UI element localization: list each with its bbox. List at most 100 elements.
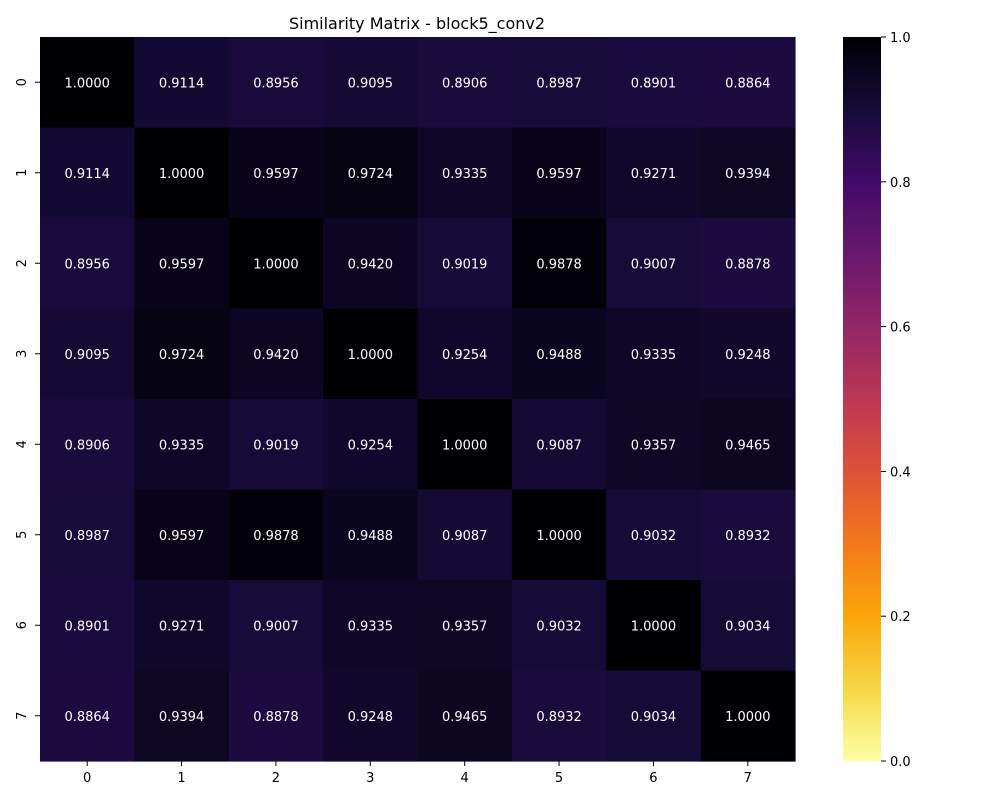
y-tick-label: 4 [15,440,30,448]
cell-value-label: 1.0000 [725,710,771,725]
heatmap-cell [134,37,230,129]
heatmap-cell [511,580,607,672]
cell-value-label: 0.9254 [348,438,394,453]
cell-value-label: 0.8864 [725,76,771,91]
cell-value-label: 0.8906 [64,438,110,453]
cell-value-label: 0.8878 [253,710,299,725]
heatmap-cell [323,127,419,219]
cell-value-label: 0.9335 [442,167,488,182]
cell-value-label: 0.9724 [348,167,394,182]
x-tick-label: 4 [461,771,469,786]
heatmap-cell [700,580,796,672]
cell-value-label: 0.9087 [442,529,488,544]
x-tick-label: 5 [555,771,563,786]
heatmap-cell [511,399,607,491]
cell-value-label: 0.9878 [253,529,299,544]
cell-value-label: 0.9087 [536,438,582,453]
heatmap-cell [417,670,513,762]
heatmap-cell [511,37,607,129]
heatmap-cell [228,489,324,581]
cell-value-label: 0.9597 [159,257,205,272]
cell-value-label: 0.9271 [631,167,677,182]
heatmap-cell [417,580,513,672]
cell-value-label: 0.9254 [442,348,488,363]
heatmap-cell [700,127,796,219]
cell-value-label: 0.9465 [725,438,771,453]
heatmap-cell [606,218,702,310]
heatmap-cell [323,580,419,672]
cell-value-label: 0.8987 [536,76,582,91]
heatmap-cell [134,127,230,219]
cell-value-label: 0.8906 [442,76,488,91]
x-tick-label: 6 [649,771,657,786]
y-axis: 0 1 2 3 4 5 6 7 [15,78,40,720]
colorbar-gradient [843,37,881,761]
cell-value-label: 0.9271 [159,619,205,634]
heatmap-cell [417,489,513,581]
heatmap-cell [228,127,324,219]
heatmap-cell [323,308,419,400]
heatmap-cell [40,399,135,491]
heatmap-cell [606,670,702,762]
cell-value-label: 0.9394 [159,710,205,725]
heatmap-cell [700,308,796,400]
cell-value-label: 0.9248 [348,710,394,725]
cell-value-label: 0.9114 [159,76,205,91]
colorbar-tick-label: 1.0 [890,31,911,46]
cell-value-label: 0.8932 [536,710,582,725]
colorbar-tick-label: 0.2 [890,610,911,625]
heatmap-cell [700,399,796,491]
heatmap-cell [417,399,513,491]
cell-value-label: 0.8901 [64,619,110,634]
y-tick-label: 1 [15,169,30,177]
cell-value-label: 0.8956 [64,257,110,272]
x-tick-label: 7 [744,771,752,786]
heatmap-cell [40,580,135,672]
cell-value-label: 0.9420 [253,348,299,363]
heatmap-cell [323,670,419,762]
heatmap-cell [134,670,230,762]
cell-value-label: 0.8956 [253,76,299,91]
heatmap-cell [700,489,796,581]
cell-value-label: 0.8901 [631,76,677,91]
heatmap-cell [134,399,230,491]
cell-value-label: 1.0000 [348,348,394,363]
heatmap-cell [40,37,135,129]
cell-value-label: 0.9724 [159,348,205,363]
cell-value-label: 1.0000 [253,257,299,272]
cell-value-label: 0.8878 [725,257,771,272]
heatmap-cells [40,37,796,762]
heatmap-cell [134,218,230,310]
heatmap-cell [606,37,702,129]
heatmap-cell [228,308,324,400]
cell-value-label: 0.9114 [64,167,110,182]
cell-value-label: 0.9357 [631,438,677,453]
cell-value-label: 1.0000 [442,438,488,453]
cell-value-label: 0.9248 [725,348,771,363]
heatmap-cell [40,489,135,581]
x-axis: 0 1 2 3 4 5 6 7 [83,761,752,786]
cell-value-label: 0.9019 [442,257,488,272]
cell-value-label: 0.9357 [442,619,488,634]
heatmap-annotations: 1.0000 0.9114 0.8956 0.9095 0.8906 0.8987 0.89… [64,76,770,725]
heatmap-cell [228,399,324,491]
x-tick-label: 1 [177,771,185,786]
heatmap-cell [417,218,513,310]
cell-value-label: 0.9335 [631,348,677,363]
cell-value-label: 0.9394 [725,167,771,182]
cell-value-label: 0.9034 [631,710,677,725]
cell-value-label: 1.0000 [631,619,677,634]
y-tick-label: 0 [15,78,30,86]
colorbar: 0.0 0.2 0.4 0.6 0.8 1.0 [843,31,911,770]
heatmap-cell [134,308,230,400]
heatmap-cell [606,489,702,581]
heatmap-cell [606,308,702,400]
colorbar-tick-label: 0.8 [890,176,911,191]
cell-value-label: 0.9878 [536,257,582,272]
cell-value-label: 0.9007 [253,619,299,634]
y-tick-label: 2 [15,259,30,267]
colorbar-tick-label: 0.6 [890,321,911,336]
heatmap-cell [511,218,607,310]
cell-value-label: 0.9032 [631,529,677,544]
colorbar-tick-label: 0.0 [890,755,911,770]
